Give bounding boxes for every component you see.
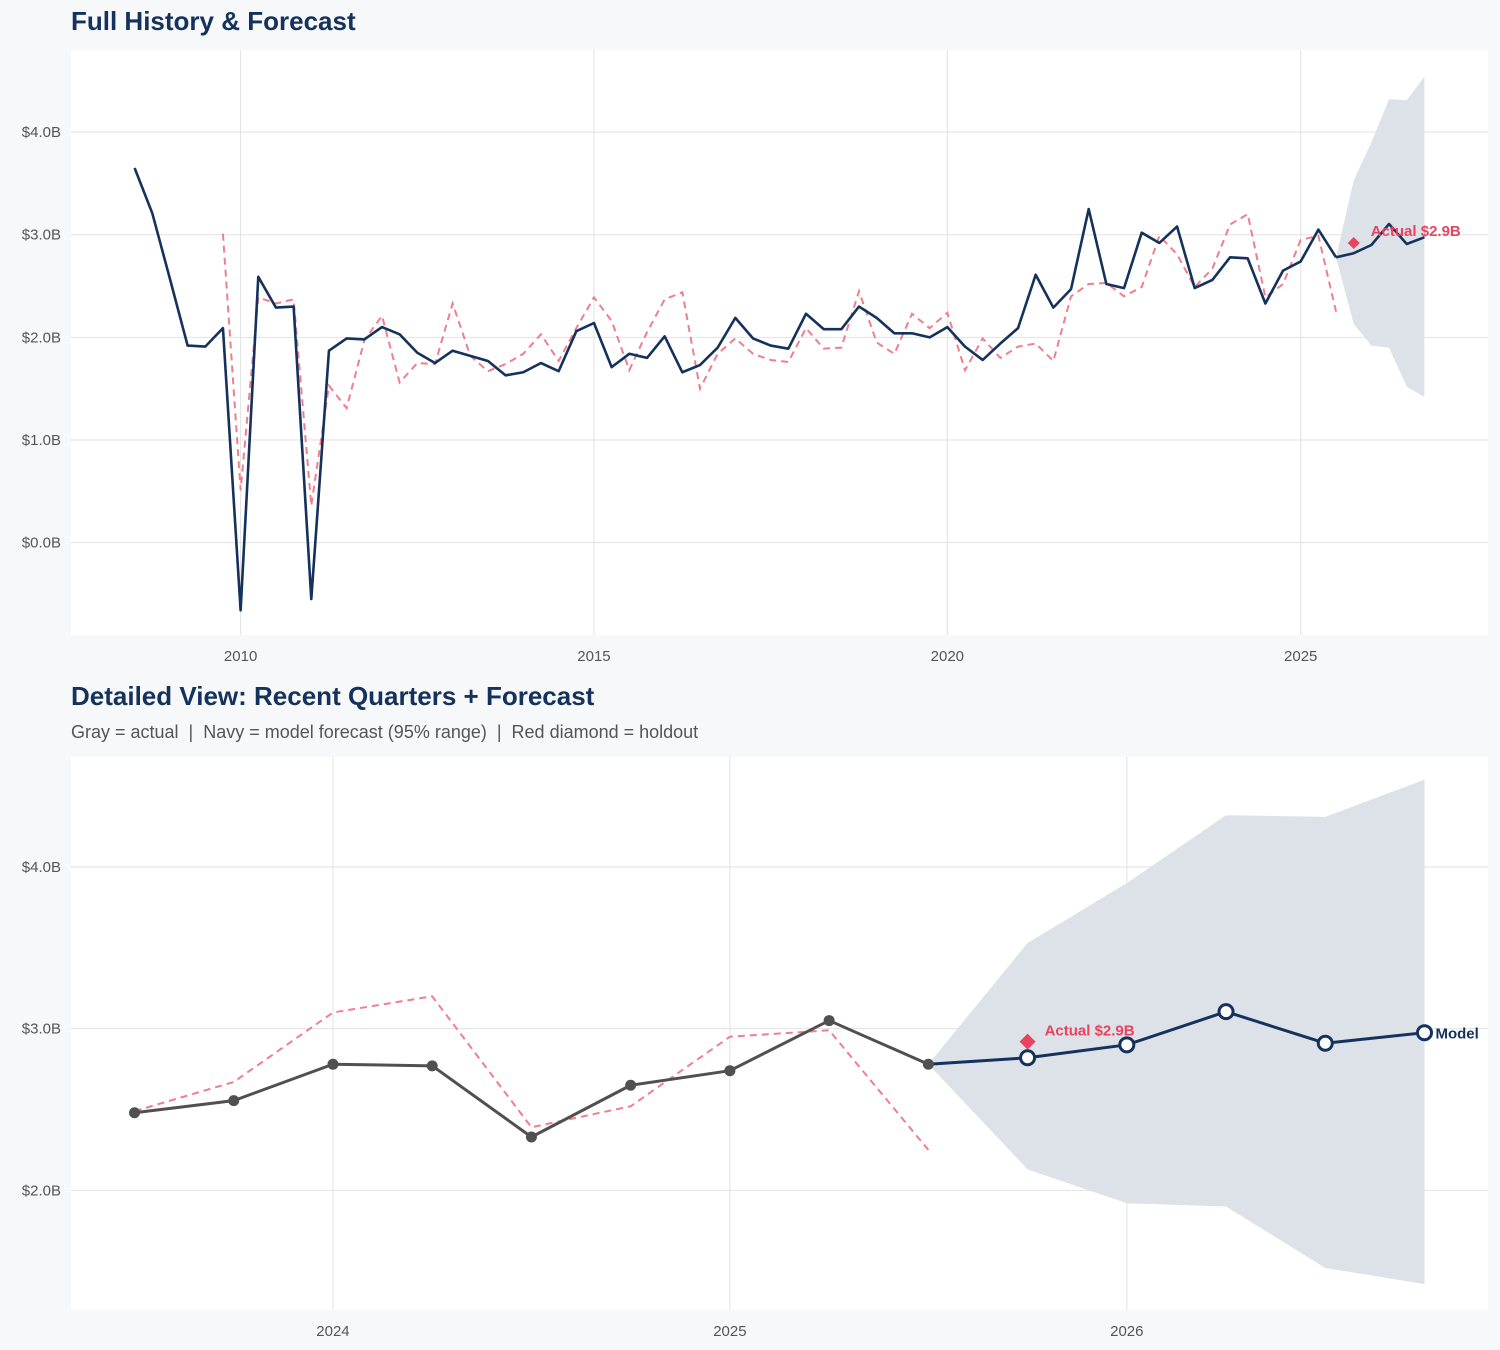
actual-point bbox=[724, 1065, 736, 1077]
x-tick-label: 2020 bbox=[931, 648, 964, 665]
forecast-point bbox=[1415, 1024, 1433, 1042]
forecast-point bbox=[1019, 1049, 1037, 1067]
x-tick-label: 2026 bbox=[1110, 1323, 1143, 1340]
x-tick-label: 2024 bbox=[316, 1323, 349, 1340]
holdout-label: Actual $2.9B bbox=[1371, 223, 1461, 240]
forecast-point bbox=[1217, 1003, 1235, 1021]
actual-point bbox=[129, 1107, 141, 1119]
x-tick-label: 2025 bbox=[1284, 648, 1317, 665]
actual-point bbox=[525, 1131, 537, 1143]
fitted-line bbox=[221, 212, 1338, 506]
holdout-diamond bbox=[1019, 1033, 1036, 1050]
holdout-diamond bbox=[1347, 236, 1360, 249]
y-tick-label: $3.0B bbox=[22, 1021, 61, 1038]
actual-point bbox=[823, 1015, 835, 1027]
actual-line bbox=[133, 167, 1338, 612]
actual-point bbox=[625, 1079, 637, 1091]
y-tick-label: $1.0B bbox=[22, 432, 61, 449]
actual-point bbox=[922, 1058, 934, 1070]
forecast-interval-band bbox=[1336, 76, 1425, 397]
plot-area bbox=[71, 50, 1488, 635]
holdout-label: Actual $2.9B bbox=[1045, 1023, 1135, 1040]
forecast-point bbox=[1118, 1036, 1136, 1054]
forecast-point bbox=[1316, 1034, 1334, 1052]
x-tick-label: 2010 bbox=[224, 648, 257, 665]
actual-point bbox=[327, 1058, 339, 1070]
top-chart: 2010 2015 2020 2025 $0.0B $1.0B $2.0B $3.0B $4.0… bbox=[22, 50, 1488, 665]
model-end-label: Model bbox=[1435, 1026, 1478, 1043]
actual-point bbox=[426, 1060, 438, 1072]
y-tick-label: $3.0B bbox=[22, 227, 61, 244]
actual-point bbox=[228, 1095, 240, 1107]
y-tick-label: $4.0B bbox=[22, 124, 61, 141]
bottom-chart-subtitle: Gray = actual | Navy = model forecast (9… bbox=[71, 722, 699, 742]
bottom-chart-title: Detailed View: Recent Quarters + Forecas… bbox=[71, 681, 595, 711]
y-tick-label: $2.0B bbox=[22, 329, 61, 346]
x-tick-label: 2025 bbox=[713, 1323, 746, 1340]
forecast-interval-band bbox=[928, 779, 1425, 1285]
y-tick-label: $2.0B bbox=[22, 1182, 61, 1199]
bottom-chart: 2024 2025 2026 $2.0B $3.0B $4.0B Actual $2.9B M… bbox=[22, 757, 1488, 1340]
forecast-line bbox=[928, 1010, 1425, 1066]
y-tick-label: $4.0B bbox=[22, 859, 61, 876]
top-chart-title: Full History & Forecast bbox=[71, 6, 356, 36]
forecast-line bbox=[1335, 222, 1425, 259]
y-tick-label: $0.0B bbox=[22, 535, 61, 552]
x-tick-label: 2015 bbox=[577, 648, 610, 665]
